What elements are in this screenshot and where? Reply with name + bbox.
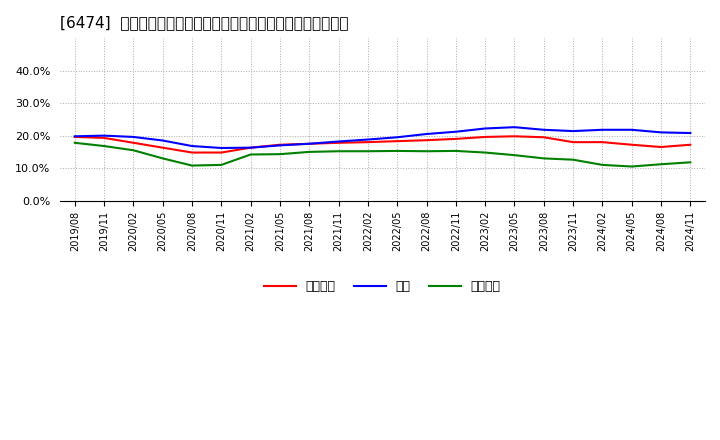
買入債務	[364, 149, 372, 154]
売上債権	[246, 145, 255, 150]
買入債務	[393, 148, 402, 154]
Line: 売上債権: 売上債権	[75, 136, 690, 153]
在庫	[188, 143, 197, 149]
売上債権	[569, 139, 577, 145]
売上債権	[686, 142, 695, 147]
Legend: 売上債権, 在庫, 買入債務: 売上債権, 在庫, 買入債務	[259, 275, 505, 298]
在庫	[657, 130, 665, 135]
買入債務	[129, 148, 138, 153]
買入債務	[481, 150, 490, 155]
売上債権	[539, 135, 548, 140]
買入債務	[158, 156, 167, 161]
売上債権	[129, 140, 138, 146]
買入債務	[334, 149, 343, 154]
在庫	[129, 134, 138, 139]
買入債務	[627, 164, 636, 169]
買入債務	[246, 152, 255, 157]
買入債務	[657, 161, 665, 167]
買入債務	[686, 160, 695, 165]
売上債権	[100, 135, 109, 140]
在庫	[305, 141, 314, 147]
在庫	[364, 137, 372, 142]
在庫	[158, 138, 167, 143]
在庫	[334, 139, 343, 144]
Line: 在庫: 在庫	[75, 127, 690, 148]
買入債務	[539, 156, 548, 161]
売上債権	[598, 139, 607, 145]
在庫	[100, 133, 109, 138]
買入債務	[217, 162, 225, 168]
売上債権	[510, 134, 519, 139]
在庫	[539, 127, 548, 132]
在庫	[627, 127, 636, 132]
売上債権	[334, 140, 343, 146]
Line: 買入債務: 買入債務	[75, 143, 690, 166]
在庫	[569, 128, 577, 134]
売上債権	[188, 150, 197, 155]
買入債務	[276, 151, 284, 157]
買入債務	[188, 163, 197, 168]
買入債務	[100, 143, 109, 149]
売上債権	[481, 134, 490, 139]
在庫	[422, 132, 431, 137]
売上債権	[276, 142, 284, 147]
買入債務	[422, 149, 431, 154]
在庫	[510, 125, 519, 130]
買入債務	[510, 153, 519, 158]
在庫	[71, 134, 79, 139]
売上債権	[393, 139, 402, 144]
在庫	[246, 145, 255, 150]
売上債権	[451, 136, 460, 142]
買入債務	[598, 162, 607, 168]
売上債権	[627, 142, 636, 147]
在庫	[393, 135, 402, 140]
在庫	[217, 145, 225, 150]
在庫	[276, 143, 284, 148]
買入債務	[451, 148, 460, 154]
売上債権	[364, 139, 372, 145]
売上債権	[158, 145, 167, 150]
在庫	[481, 126, 490, 131]
売上債権	[217, 150, 225, 155]
買入債務	[569, 157, 577, 162]
在庫	[598, 127, 607, 132]
売上債権	[71, 134, 79, 139]
買入債務	[71, 140, 79, 146]
買入債務	[305, 149, 314, 154]
売上債権	[305, 141, 314, 147]
在庫	[686, 130, 695, 136]
Text: [6474]  売上債権、在庫、買入債務の総資産に対する比率の推移: [6474] 売上債権、在庫、買入債務の総資産に対する比率の推移	[60, 15, 348, 30]
売上債権	[422, 138, 431, 143]
売上債権	[657, 144, 665, 150]
在庫	[451, 129, 460, 134]
